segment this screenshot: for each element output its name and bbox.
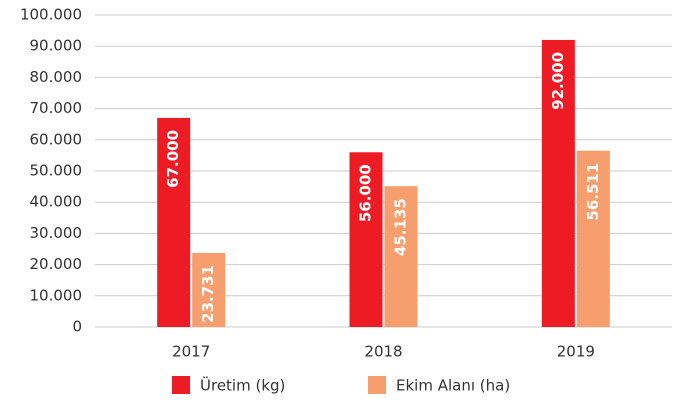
bar [157, 117, 191, 328]
legend-swatch [172, 376, 190, 394]
y-tick-label: 100.000 [20, 6, 82, 24]
x-tick-label: 2018 [364, 343, 402, 361]
y-tick-label: 50.000 [30, 162, 83, 180]
legend-label: Üretim (kg) [200, 376, 285, 395]
y-tick-label: 20.000 [30, 255, 83, 273]
y-tick-label: 60.000 [30, 130, 83, 148]
bar [576, 150, 610, 327]
y-tick-label: 0 [72, 318, 82, 336]
value-label: 23.731 [199, 265, 217, 323]
value-label: 56.000 [357, 164, 375, 222]
bar [349, 152, 383, 327]
y-tick-label: 10.000 [30, 286, 83, 304]
bar [192, 252, 226, 327]
y-tick-label: 80.000 [30, 68, 83, 86]
bar [541, 39, 575, 328]
y-tick-label: 30.000 [30, 224, 83, 242]
y-tick-label: 90.000 [30, 37, 83, 55]
legend-label: Ekim Alanı (ha) [396, 377, 510, 395]
bar [384, 186, 418, 327]
value-label: 56.511 [584, 163, 602, 221]
value-label: 92.000 [549, 52, 567, 110]
y-tick-label: 70.000 [30, 99, 83, 117]
value-label: 67.000 [164, 130, 182, 188]
legend-swatch [368, 376, 386, 394]
x-tick-label: 2017 [172, 343, 210, 361]
x-tick-label: 2019 [557, 343, 595, 361]
value-label: 45.135 [392, 198, 410, 256]
y-tick-label: 40.000 [30, 193, 83, 211]
